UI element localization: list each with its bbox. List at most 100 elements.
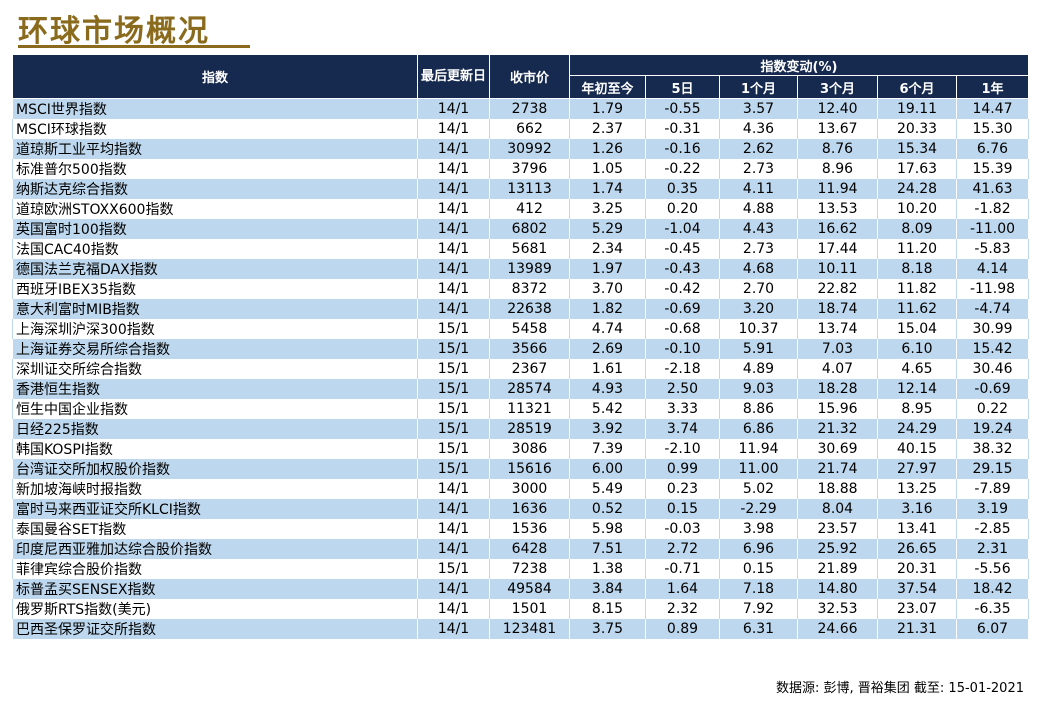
ytd-change-cell: 2.69 <box>569 339 646 359</box>
6m-change-cell: 10.20 <box>877 199 957 219</box>
header-index: 指数 <box>12 54 418 99</box>
last-update-cell: 14/1 <box>417 179 490 199</box>
5d-change-cell: -0.10 <box>645 339 720 359</box>
6m-change-cell: 13.25 <box>877 479 957 499</box>
5d-change-cell: -0.71 <box>645 559 720 579</box>
last-update-cell: 14/1 <box>417 119 490 139</box>
1m-change-cell: 2.73 <box>719 239 798 259</box>
5d-change-cell: -2.10 <box>645 439 720 459</box>
table-row: 俄罗斯RTS指数(美元) 14/1 1501 8.15 2.32 7.92 32.53 23.… <box>12 599 1030 619</box>
1m-change-cell: 3.57 <box>719 98 798 119</box>
table-row: 标普孟买SENSEX指数 14/1 49584 3.84 1.64 7.18 14.80 37… <box>12 579 1030 599</box>
table-row: 英国富时100指数 14/1 6802 5.29 -1.04 4.43 16.62 8.09-… <box>12 219 1030 239</box>
close-price-cell: 3566 <box>489 339 570 359</box>
5d-change-cell: -0.31 <box>645 119 720 139</box>
table-row: 上海深圳沪深300指数 15/1 5458 4.74 -0.68 10.37 13.74 15… <box>12 319 1030 339</box>
close-price-cell: 123481 <box>489 619 570 639</box>
close-price-cell: 2738 <box>489 98 570 119</box>
1y-change-cell: 18.42 <box>955 579 1030 599</box>
3m-change-cell: 30.69 <box>797 439 878 459</box>
3m-change-cell: 4.07 <box>797 359 878 379</box>
6m-change-cell: 21.31 <box>877 619 957 639</box>
1y-change-cell: 38.32 <box>955 439 1030 459</box>
market-overview-table: 指数 最后更新日 收市价 指数变动(%) 年初至今 5日 1个月 3个月 6个月… <box>12 54 1030 639</box>
index-name-cell: 台湾证交所加权股价指数 <box>12 459 418 479</box>
3m-change-cell: 25.92 <box>797 539 878 559</box>
close-price-cell: 1636 <box>489 499 570 519</box>
close-price-cell: 8372 <box>489 279 570 299</box>
6m-change-cell: 19.11 <box>877 98 957 119</box>
6m-change-cell: 17.63 <box>877 159 957 179</box>
1m-change-cell: 4.36 <box>719 119 798 139</box>
header-period-ytd: 年初至今 <box>569 75 646 99</box>
table-row: 台湾证交所加权股价指数 15/1 15616 6.00 0.99 11.00 21.74 27… <box>12 459 1030 479</box>
last-update-cell: 14/1 <box>417 199 490 219</box>
last-update-cell: 14/1 <box>417 499 490 519</box>
last-update-cell: 14/1 <box>417 139 490 159</box>
table-row: 新加坡海峡时报指数 14/1 3000 5.49 0.23 5.02 18.88 13.25-… <box>12 479 1030 499</box>
6m-change-cell: 15.34 <box>877 139 957 159</box>
close-price-cell: 28574 <box>489 379 570 399</box>
3m-change-cell: 21.32 <box>797 419 878 439</box>
table-row: 标准普尔500指数 14/1 3796 1.05 -0.22 2.73 8.96 17.63 1… <box>12 159 1030 179</box>
last-update-cell: 15/1 <box>417 319 490 339</box>
index-name-cell: 印度尼西亚雅加达综合股价指数 <box>12 539 418 559</box>
1y-change-cell: -5.56 <box>955 559 1030 579</box>
1m-change-cell: 11.94 <box>719 439 798 459</box>
1m-change-cell: 2.70 <box>719 279 798 299</box>
index-name-cell: 韩国KOSPI指数 <box>12 439 418 459</box>
3m-change-cell: 18.74 <box>797 299 878 319</box>
6m-change-cell: 24.28 <box>877 179 957 199</box>
index-name-cell: 新加坡海峡时报指数 <box>12 479 418 499</box>
index-name-cell: 标普孟买SENSEX指数 <box>12 579 418 599</box>
ytd-change-cell: 2.34 <box>569 239 646 259</box>
last-update-cell: 14/1 <box>417 239 490 259</box>
1m-change-cell: 5.91 <box>719 339 798 359</box>
ytd-change-cell: 5.49 <box>569 479 646 499</box>
close-price-cell: 3000 <box>489 479 570 499</box>
table-row: 法国CAC40指数 14/1 5681 2.34 -0.45 2.73 17.44 11.20… <box>12 239 1030 259</box>
1y-change-cell: -2.85 <box>955 519 1030 539</box>
1y-change-cell: 30.46 <box>955 359 1030 379</box>
5d-change-cell: -0.16 <box>645 139 720 159</box>
1y-change-cell: -6.35 <box>955 599 1030 619</box>
1y-change-cell: 29.15 <box>955 459 1030 479</box>
table-row: 意大利富时MIB指数 14/1 22638 1.82 -0.69 3.20 18.74 11.… <box>12 299 1030 319</box>
1m-change-cell: 3.98 <box>719 519 798 539</box>
ytd-change-cell: 5.29 <box>569 219 646 239</box>
close-price-cell: 11321 <box>489 399 570 419</box>
last-update-cell: 15/1 <box>417 339 490 359</box>
5d-change-cell: 0.99 <box>645 459 720 479</box>
last-update-cell: 14/1 <box>417 579 490 599</box>
1m-change-cell: 6.86 <box>719 419 798 439</box>
ytd-change-cell: 7.39 <box>569 439 646 459</box>
last-update-cell: 14/1 <box>417 619 490 639</box>
6m-change-cell: 12.14 <box>877 379 957 399</box>
last-update-cell: 15/1 <box>417 459 490 479</box>
3m-change-cell: 11.94 <box>797 179 878 199</box>
3m-change-cell: 21.74 <box>797 459 878 479</box>
3m-change-cell: 10.11 <box>797 259 878 279</box>
3m-change-cell: 18.28 <box>797 379 878 399</box>
1y-change-cell: 0.22 <box>955 399 1030 419</box>
1y-change-cell: 15.42 <box>955 339 1030 359</box>
table-row: 纳斯达克综合指数 14/1 13113 1.74 0.35 4.11 11.94 24.28 4… <box>12 179 1030 199</box>
1y-change-cell: -11.00 <box>955 219 1030 239</box>
table-row: 德国法兰克福DAX指数 14/1 13989 1.97 -0.43 4.68 10.11 8.… <box>12 259 1030 279</box>
3m-change-cell: 14.80 <box>797 579 878 599</box>
last-update-cell: 15/1 <box>417 359 490 379</box>
index-name-cell: 深圳证交所综合指数 <box>12 359 418 379</box>
5d-change-cell: 0.23 <box>645 479 720 499</box>
index-name-cell: 菲律宾综合股价指数 <box>12 559 418 579</box>
ytd-change-cell: 0.52 <box>569 499 646 519</box>
6m-change-cell: 27.97 <box>877 459 957 479</box>
1y-change-cell: 6.76 <box>955 139 1030 159</box>
6m-change-cell: 8.09 <box>877 219 957 239</box>
last-update-cell: 14/1 <box>417 599 490 619</box>
page-title: 环球市场概况 <box>18 14 210 49</box>
index-name-cell: 巴西圣保罗证交所指数 <box>12 619 418 639</box>
1y-change-cell: 14.47 <box>955 98 1030 119</box>
3m-change-cell: 12.40 <box>797 98 878 119</box>
5d-change-cell: -0.03 <box>645 519 720 539</box>
5d-change-cell: 0.15 <box>645 499 720 519</box>
